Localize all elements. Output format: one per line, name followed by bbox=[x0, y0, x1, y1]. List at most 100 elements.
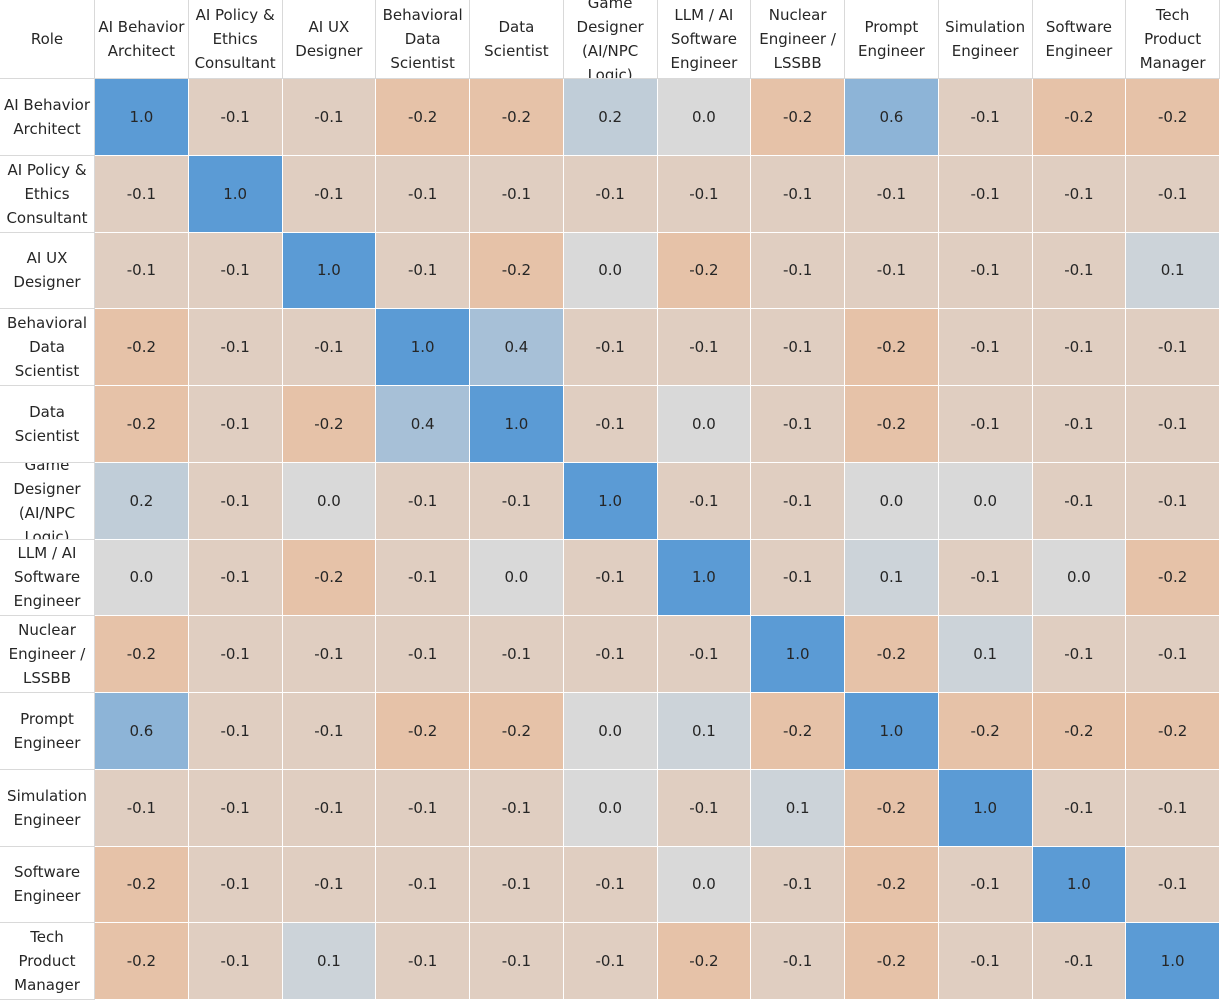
heatmap-cell: 1.0 bbox=[95, 79, 189, 156]
heatmap-cell: -0.1 bbox=[188, 79, 283, 156]
heatmap-cell: -0.1 bbox=[563, 616, 658, 693]
heatmap-cell: -0.1 bbox=[95, 232, 189, 310]
heatmap-cell: -0.1 bbox=[282, 693, 377, 770]
heatmap-cell: -0.1 bbox=[376, 923, 470, 1000]
heatmap-cell: -0.2 bbox=[95, 923, 189, 1000]
heatmap-cell: 0.1 bbox=[845, 539, 939, 617]
heatmap-cell: -0.1 bbox=[188, 309, 283, 386]
heatmap-cell: -0.1 bbox=[938, 232, 1033, 310]
heatmap-cell: -0.2 bbox=[470, 693, 564, 770]
column-header-simulation-engineer: Simulation Engineer bbox=[938, 0, 1033, 79]
heatmap-cell: -0.1 bbox=[1126, 462, 1220, 540]
heatmap-cell: -0.1 bbox=[95, 769, 189, 847]
heatmap-cell: -0.1 bbox=[751, 155, 845, 233]
heatmap-cell: -0.1 bbox=[751, 923, 845, 1000]
heatmap-cell: -0.2 bbox=[845, 846, 939, 924]
row-header-software-engineer: Software Engineer bbox=[0, 846, 95, 924]
heatmap-cell: -0.1 bbox=[563, 155, 658, 233]
heatmap-cell: -0.1 bbox=[938, 539, 1033, 617]
heatmap-cell: -0.1 bbox=[1126, 846, 1220, 924]
row-header-simulation-engineer: Simulation Engineer bbox=[0, 769, 95, 847]
heatmap-cell: -0.1 bbox=[1126, 155, 1220, 233]
heatmap-cell: -0.1 bbox=[470, 616, 564, 693]
heatmap-cell: -0.1 bbox=[1032, 386, 1127, 463]
heatmap-cell: -0.1 bbox=[657, 155, 752, 233]
heatmap-cell: -0.2 bbox=[845, 386, 939, 463]
heatmap-cell: 0.0 bbox=[470, 539, 564, 617]
column-header-data-scientist: Data Scientist bbox=[470, 0, 564, 79]
heatmap-cell: -0.1 bbox=[563, 386, 658, 463]
heatmap-cell: -0.1 bbox=[470, 155, 564, 233]
heatmap-cell: -0.2 bbox=[470, 79, 564, 156]
heatmap-cell: -0.1 bbox=[188, 616, 283, 693]
heatmap-cell: -0.1 bbox=[188, 693, 283, 770]
heatmap-cell: 0.0 bbox=[657, 846, 752, 924]
heatmap-cell: 0.0 bbox=[845, 462, 939, 540]
heatmap-cell: -0.2 bbox=[95, 386, 189, 463]
heatmap-cell: -0.2 bbox=[657, 923, 752, 1000]
heatmap-cell: -0.1 bbox=[751, 539, 845, 617]
heatmap-cell: -0.1 bbox=[188, 923, 283, 1000]
heatmap-cell: -0.1 bbox=[1032, 232, 1127, 310]
row-header-ai-behavior-architect: AI Behavior Architect bbox=[0, 79, 95, 156]
heatmap-cell: -0.1 bbox=[188, 386, 283, 463]
heatmap-cell: 1.0 bbox=[845, 693, 939, 770]
heatmap-cell: -0.1 bbox=[1032, 309, 1127, 386]
heatmap-cell: 1.0 bbox=[376, 309, 470, 386]
heatmap-cell: 0.1 bbox=[938, 616, 1033, 693]
heatmap-cell: -0.1 bbox=[563, 923, 658, 1000]
heatmap-cell: -0.1 bbox=[376, 539, 470, 617]
heatmap-cell: -0.1 bbox=[376, 846, 470, 924]
heatmap-cell: 0.0 bbox=[563, 769, 658, 847]
heatmap-cell: -0.2 bbox=[657, 232, 752, 310]
heatmap-cell: -0.2 bbox=[1126, 79, 1220, 156]
heatmap-cell: -0.1 bbox=[751, 846, 845, 924]
heatmap-cell: -0.1 bbox=[282, 309, 377, 386]
heatmap-cell: 0.1 bbox=[751, 769, 845, 847]
heatmap-cell: -0.2 bbox=[95, 616, 189, 693]
heatmap-cell: -0.1 bbox=[938, 79, 1033, 156]
heatmap-cell: 0.6 bbox=[845, 79, 939, 156]
heatmap-cell: 0.4 bbox=[470, 309, 564, 386]
heatmap-cell: -0.1 bbox=[938, 309, 1033, 386]
heatmap-cell: 0.0 bbox=[563, 693, 658, 770]
column-header-ai-behavior-architect: AI Behavior Architect bbox=[95, 0, 189, 79]
heatmap-cell: 0.1 bbox=[282, 923, 377, 1000]
column-header-llm-ai-software-engineer: LLM / AI Software Engineer bbox=[657, 0, 752, 79]
row-header-behavioral-data-scientist: Behavioral Data Scientist bbox=[0, 309, 95, 386]
heatmap-cell: -0.2 bbox=[1032, 693, 1127, 770]
heatmap-cell: -0.1 bbox=[188, 539, 283, 617]
heatmap-cell: -0.1 bbox=[563, 309, 658, 386]
heatmap-cell: 0.0 bbox=[282, 462, 377, 540]
heatmap-cell: -0.1 bbox=[563, 539, 658, 617]
heatmap-cell: 0.1 bbox=[1126, 232, 1220, 310]
heatmap-cell: -0.1 bbox=[188, 769, 283, 847]
column-header-prompt-engineer: Prompt Engineer bbox=[845, 0, 939, 79]
heatmap-cell: -0.1 bbox=[657, 462, 752, 540]
heatmap-cell: 0.0 bbox=[1032, 539, 1127, 617]
heatmap-cell: -0.1 bbox=[376, 232, 470, 310]
heatmap-cell: 1.0 bbox=[188, 155, 283, 233]
heatmap-cell: -0.2 bbox=[751, 79, 845, 156]
heatmap-cell: 1.0 bbox=[282, 232, 377, 310]
heatmap-cell: -0.1 bbox=[563, 846, 658, 924]
heatmap-cell: -0.2 bbox=[938, 693, 1033, 770]
heatmap-cell: -0.1 bbox=[470, 769, 564, 847]
heatmap-cell: -0.1 bbox=[1032, 616, 1127, 693]
heatmap-cell: 1.0 bbox=[563, 462, 658, 540]
heatmap-cell: -0.1 bbox=[188, 462, 283, 540]
heatmap-cell: -0.2 bbox=[845, 309, 939, 386]
heatmap-cell: -0.1 bbox=[657, 309, 752, 386]
heatmap-cell: 1.0 bbox=[1126, 923, 1220, 1000]
heatmap-cell: -0.1 bbox=[470, 462, 564, 540]
heatmap-cell: -0.2 bbox=[470, 232, 564, 310]
heatmap-cell: -0.1 bbox=[1032, 462, 1127, 540]
heatmap-cell: 0.0 bbox=[95, 539, 189, 617]
heatmap-cell: -0.2 bbox=[1126, 693, 1220, 770]
heatmap-cell: 0.4 bbox=[376, 386, 470, 463]
heatmap-cell: -0.1 bbox=[282, 769, 377, 847]
heatmap-cell: -0.2 bbox=[376, 79, 470, 156]
row-header-ai-policy-ethics-consultant: AI Policy & Ethics Consultant bbox=[0, 155, 95, 233]
heatmap-cell: 0.6 bbox=[95, 693, 189, 770]
heatmap-cell: -0.2 bbox=[282, 386, 377, 463]
